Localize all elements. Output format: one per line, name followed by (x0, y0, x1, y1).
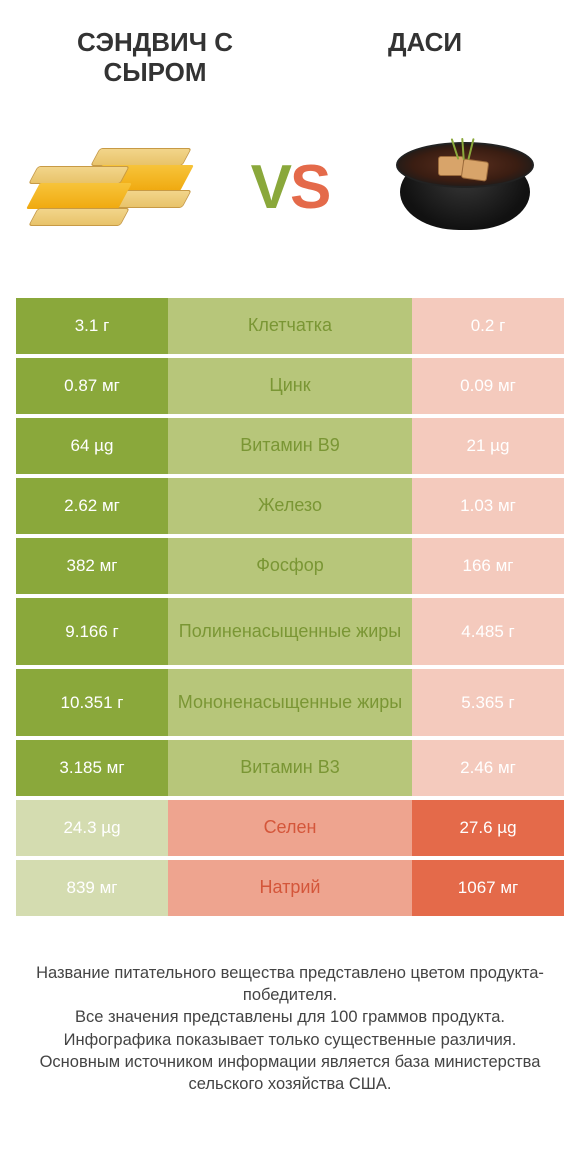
table-row: 382 мгФосфор166 мг (16, 538, 564, 594)
images-row: VS (0, 98, 580, 298)
footer-line-3: Инфографика показывает только существенн… (28, 1029, 552, 1051)
nutrient-label: Фосфор (168, 538, 412, 594)
nutrient-label: Мононенасыщенные жиры (168, 669, 412, 736)
left-value: 3.185 мг (16, 740, 168, 796)
left-value: 839 мг (16, 860, 168, 916)
comparison-table: 3.1 гКлетчатка0.2 г0.87 мгЦинк0.09 мг64 … (0, 298, 580, 916)
right-value: 166 мг (412, 538, 564, 594)
right-value: 0.09 мг (412, 358, 564, 414)
right-value: 1.03 мг (412, 478, 564, 534)
nutrient-label: Клетчатка (168, 298, 412, 354)
left-value: 64 µg (16, 418, 168, 474)
sandwich-image (28, 123, 203, 253)
footer-line-1: Название питательного вещества представл… (28, 962, 552, 1007)
bowl-image (377, 123, 552, 253)
right-value: 27.6 µg (412, 800, 564, 856)
table-row: 0.87 мгЦинк0.09 мг (16, 358, 564, 414)
table-row: 9.166 гПолиненасыщенные жиры4.485 г (16, 598, 564, 665)
right-value: 1067 мг (412, 860, 564, 916)
right-value: 21 µg (412, 418, 564, 474)
nutrient-label: Цинк (168, 358, 412, 414)
nutrient-label: Селен (168, 800, 412, 856)
table-row: 3.1 гКлетчатка0.2 г (16, 298, 564, 354)
table-row: 839 мгНатрий1067 мг (16, 860, 564, 916)
nutrient-label: Железо (168, 478, 412, 534)
table-row: 10.351 гМононенасыщенные жиры5.365 г (16, 669, 564, 736)
table-row: 24.3 µgСелен27.6 µg (16, 800, 564, 856)
table-row: 64 µgВитамин B921 µg (16, 418, 564, 474)
right-title: ДАСИ (304, 28, 547, 88)
left-value: 2.62 мг (16, 478, 168, 534)
footer: Название питательного вещества представл… (0, 920, 580, 1096)
vs-label: VS (251, 152, 330, 223)
left-value: 10.351 г (16, 669, 168, 736)
footer-line-4: Основным источником информации является … (28, 1051, 552, 1096)
left-value: 24.3 µg (16, 800, 168, 856)
nutrient-label: Витамин B3 (168, 740, 412, 796)
table-row: 3.185 мгВитамин B32.46 мг (16, 740, 564, 796)
vs-v: V (251, 153, 290, 222)
left-value: 382 мг (16, 538, 168, 594)
left-value: 9.166 г (16, 598, 168, 665)
right-value: 0.2 г (412, 298, 564, 354)
left-value: 3.1 г (16, 298, 168, 354)
header: СЭНДВИЧ С СЫРОМ ДАСИ (0, 0, 580, 98)
right-value: 5.365 г (412, 669, 564, 736)
right-value: 4.485 г (412, 598, 564, 665)
nutrient-label: Полиненасыщенные жиры (168, 598, 412, 665)
vs-s: S (290, 153, 329, 222)
left-title: СЭНДВИЧ С СЫРОМ (34, 28, 277, 88)
footer-line-2: Все значения представлены для 100 граммо… (28, 1006, 552, 1028)
left-value: 0.87 мг (16, 358, 168, 414)
nutrient-label: Натрий (168, 860, 412, 916)
nutrient-label: Витамин B9 (168, 418, 412, 474)
table-row: 2.62 мгЖелезо1.03 мг (16, 478, 564, 534)
right-value: 2.46 мг (412, 740, 564, 796)
